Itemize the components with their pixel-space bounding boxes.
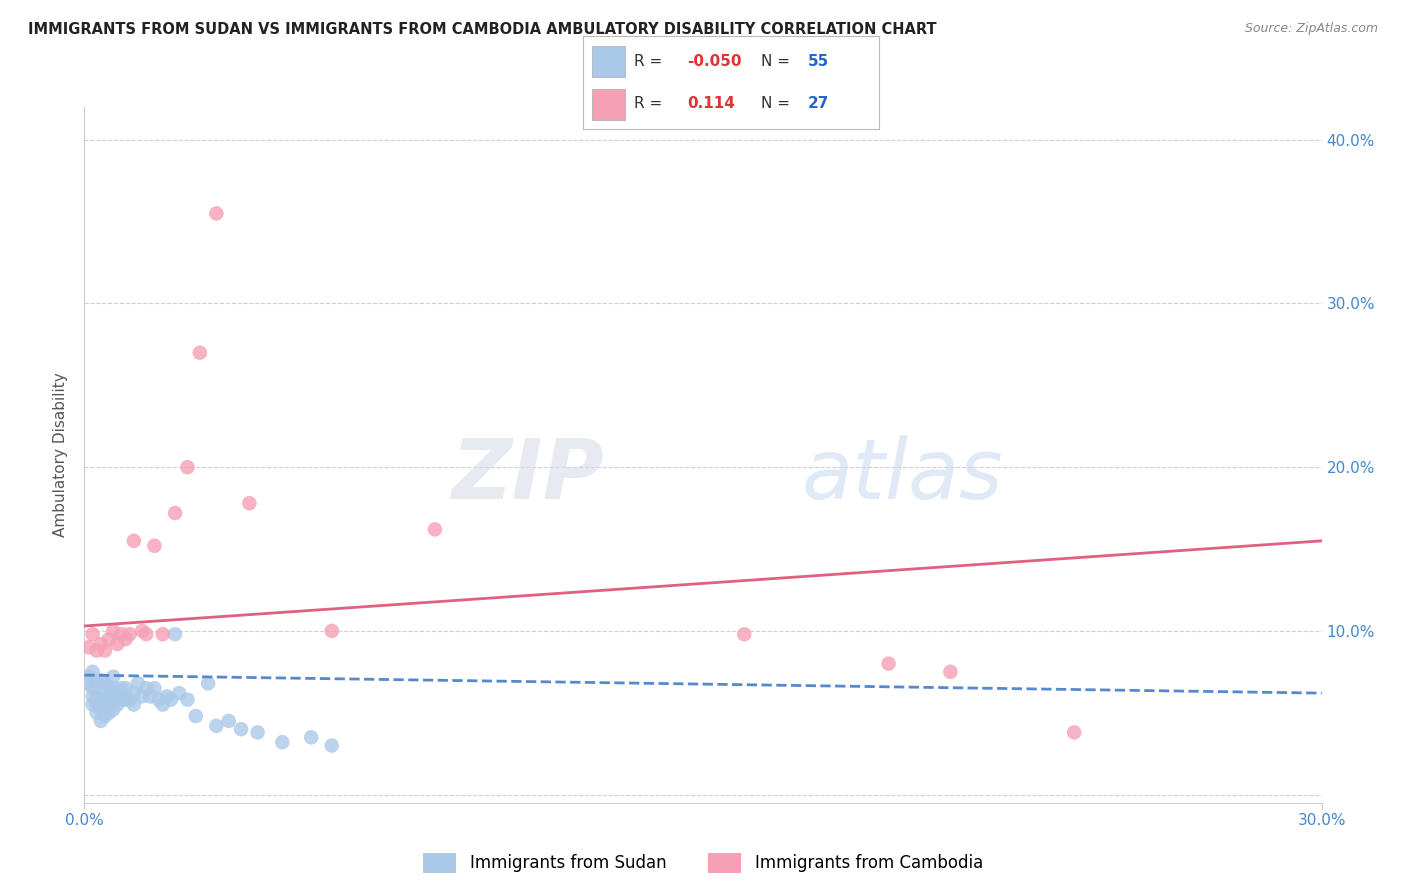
Point	[103, 681, 125, 696]
Point	[176, 460, 198, 475]
Point	[197, 676, 219, 690]
Point	[1063, 725, 1085, 739]
Point	[98, 706, 121, 720]
Point	[94, 686, 117, 700]
Point	[110, 627, 132, 641]
Point	[135, 681, 157, 696]
Point	[423, 523, 446, 537]
Point	[86, 706, 108, 720]
Text: N =: N =	[761, 54, 794, 69]
Text: R =: R =	[634, 96, 666, 112]
Point	[271, 735, 294, 749]
Point	[143, 539, 166, 553]
Point	[82, 690, 104, 704]
Text: 55: 55	[808, 54, 830, 69]
Point	[877, 657, 900, 671]
Point	[103, 702, 125, 716]
Point	[152, 698, 174, 712]
Legend: Immigrants from Sudan, Immigrants from Cambodia: Immigrants from Sudan, Immigrants from C…	[416, 847, 990, 880]
Point	[98, 681, 121, 696]
Y-axis label: Ambulatory Disability: Ambulatory Disability	[53, 373, 69, 537]
Point	[103, 670, 125, 684]
Point	[77, 640, 100, 655]
Point	[299, 731, 322, 745]
Point	[229, 722, 252, 736]
Point	[86, 698, 108, 712]
Point	[82, 681, 104, 696]
Text: -0.050: -0.050	[688, 54, 741, 69]
Point	[90, 702, 112, 716]
Point	[321, 624, 343, 638]
Point	[82, 665, 104, 679]
Point	[90, 714, 112, 728]
Point	[118, 692, 141, 706]
Point	[122, 533, 145, 548]
Point	[86, 690, 108, 704]
Point	[94, 709, 117, 723]
Point	[205, 206, 228, 220]
Point	[184, 709, 207, 723]
Point	[143, 681, 166, 696]
Text: ZIP: ZIP	[451, 435, 605, 516]
Point	[82, 627, 104, 641]
Point	[94, 676, 117, 690]
Point	[127, 676, 149, 690]
Point	[114, 692, 136, 706]
Point	[77, 676, 100, 690]
Point	[98, 692, 121, 706]
Point	[103, 692, 125, 706]
Bar	[592, 89, 624, 120]
Point	[94, 698, 117, 712]
Point	[103, 624, 125, 638]
Point	[152, 627, 174, 641]
Point	[160, 692, 183, 706]
Point	[176, 692, 198, 706]
Point	[98, 632, 121, 646]
Point	[118, 627, 141, 641]
Point	[86, 676, 108, 690]
Point	[131, 690, 153, 704]
Point	[77, 670, 100, 684]
Point	[139, 690, 162, 704]
Point	[110, 681, 132, 696]
Point	[205, 719, 228, 733]
Point	[156, 690, 179, 704]
Point	[94, 643, 117, 657]
Text: R =: R =	[634, 54, 666, 69]
Text: N =: N =	[761, 96, 794, 112]
Point	[939, 665, 962, 679]
Point	[165, 627, 187, 641]
Point	[167, 686, 190, 700]
Point	[90, 637, 112, 651]
Point	[131, 624, 153, 638]
Point	[246, 725, 269, 739]
Point	[105, 686, 128, 700]
Point	[122, 686, 145, 700]
Point	[114, 681, 136, 696]
Point	[135, 627, 157, 641]
Point	[733, 627, 755, 641]
Point	[86, 643, 108, 657]
Point	[110, 692, 132, 706]
Point	[218, 714, 240, 728]
Text: 27: 27	[808, 96, 830, 112]
Point	[238, 496, 260, 510]
Bar	[592, 46, 624, 77]
Point	[122, 698, 145, 712]
Point	[105, 698, 128, 712]
Text: IMMIGRANTS FROM SUDAN VS IMMIGRANTS FROM CAMBODIA AMBULATORY DISABILITY CORRELAT: IMMIGRANTS FROM SUDAN VS IMMIGRANTS FROM…	[28, 22, 936, 37]
Point	[148, 692, 170, 706]
Text: 0.114: 0.114	[688, 96, 735, 112]
Point	[114, 632, 136, 646]
Point	[165, 506, 187, 520]
Point	[188, 345, 211, 359]
Point	[321, 739, 343, 753]
Text: atlas: atlas	[801, 435, 1004, 516]
Point	[90, 673, 112, 687]
Point	[82, 698, 104, 712]
Point	[105, 637, 128, 651]
Text: Source: ZipAtlas.com: Source: ZipAtlas.com	[1244, 22, 1378, 36]
Point	[90, 692, 112, 706]
